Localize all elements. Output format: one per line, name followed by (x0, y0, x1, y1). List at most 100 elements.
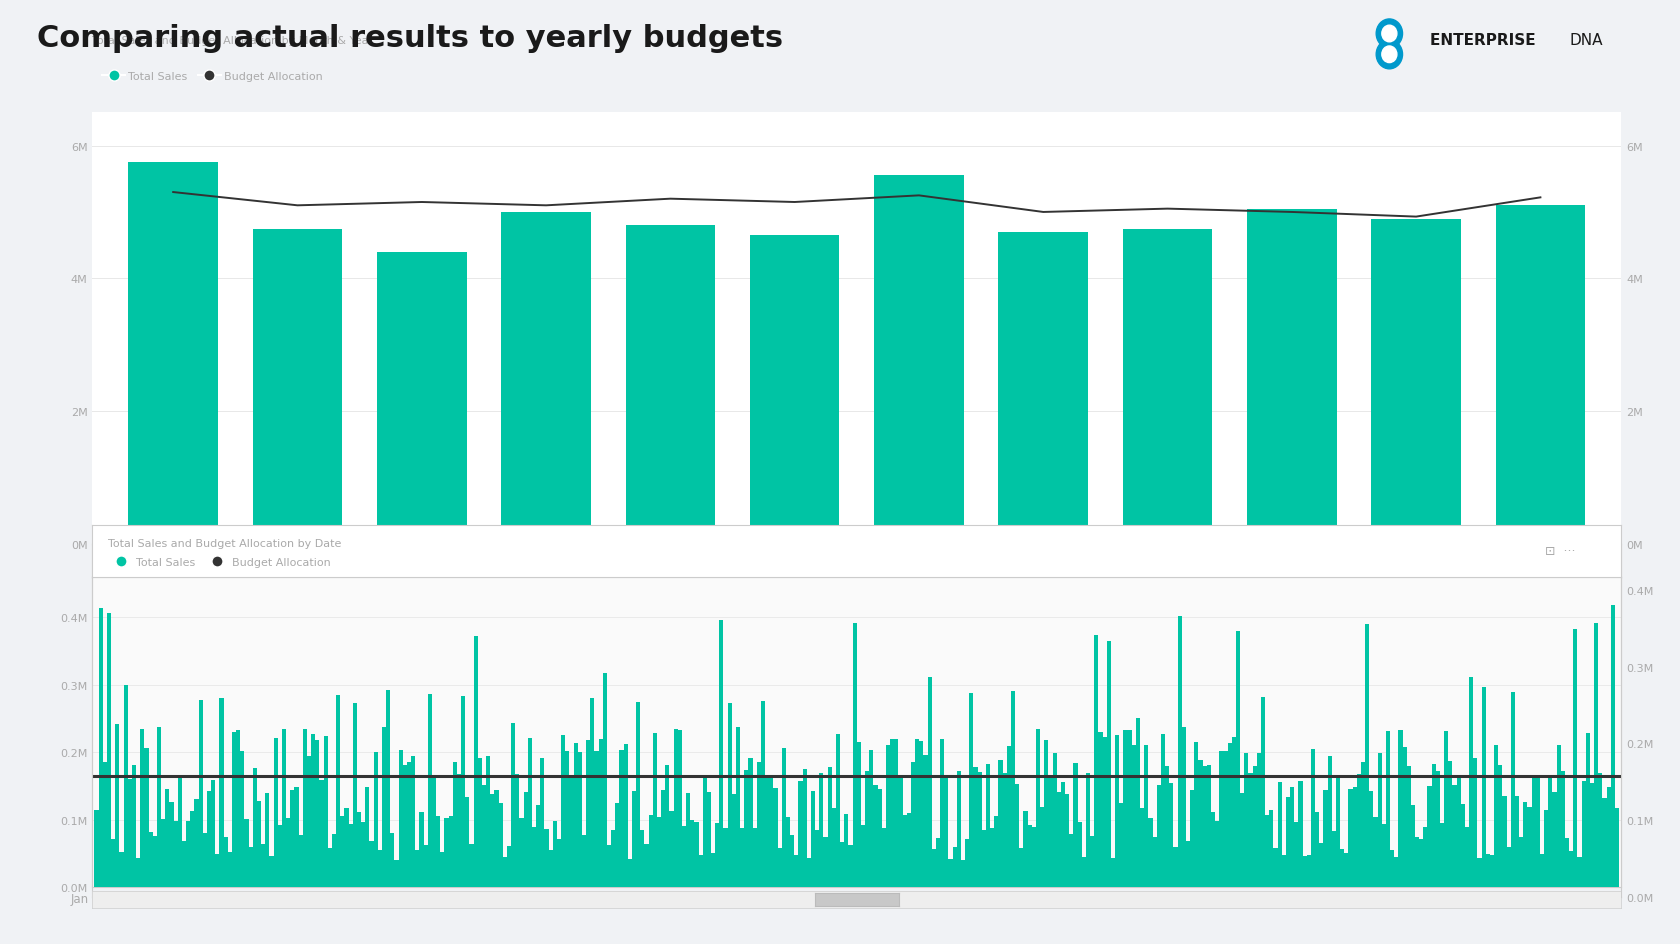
Bar (265, 790, 269, 897)
Bar (190, 810, 195, 897)
Bar (1282, 861, 1285, 897)
Bar (1423, 828, 1428, 897)
Bar (356, 812, 361, 897)
Bar (874, 177, 964, 544)
Bar (111, 842, 116, 897)
Bar (403, 758, 407, 897)
Bar (612, 832, 615, 897)
Bar (1302, 862, 1307, 897)
Bar (1485, 859, 1490, 897)
Bar (625, 226, 716, 544)
Bar (252, 761, 257, 897)
Bar (899, 769, 902, 897)
Bar (798, 776, 803, 897)
Bar (907, 813, 911, 897)
Bar (1236, 605, 1240, 897)
Bar (778, 852, 781, 897)
Bar (815, 832, 820, 897)
Bar (1499, 758, 1502, 897)
Bar (212, 775, 215, 897)
Bar (1247, 210, 1337, 544)
Bar (203, 835, 207, 897)
Bar (1495, 206, 1586, 544)
Bar (1324, 786, 1327, 897)
Bar (457, 768, 460, 897)
Bar (378, 854, 381, 897)
Bar (1315, 811, 1319, 897)
Bar (1403, 738, 1406, 897)
Bar (365, 783, 370, 897)
Bar (1189, 786, 1194, 897)
Bar (1502, 794, 1507, 897)
Bar (511, 711, 516, 897)
Bar (699, 861, 702, 897)
Bar (628, 865, 632, 897)
Bar (1361, 755, 1366, 897)
Bar (237, 718, 240, 897)
Bar (1082, 863, 1085, 897)
Bar (1285, 795, 1290, 897)
Bar (865, 765, 869, 897)
Bar (998, 751, 1003, 897)
Text: Total Sales and Budget Allocation by Date: Total Sales and Budget Allocation by Dat… (108, 538, 341, 548)
Bar (245, 819, 249, 897)
Bar (1569, 855, 1572, 897)
Bar (1482, 669, 1485, 897)
Bar (620, 741, 623, 897)
Bar (1494, 735, 1499, 897)
Bar (173, 821, 178, 897)
Bar (1223, 742, 1228, 897)
Bar (291, 786, 294, 897)
Bar (556, 841, 561, 897)
Bar (361, 823, 365, 897)
Bar (344, 806, 348, 897)
Bar (353, 688, 356, 897)
Bar (719, 593, 724, 897)
Bar (941, 729, 944, 897)
Bar (124, 667, 128, 897)
Bar (324, 725, 328, 897)
Bar (986, 757, 990, 897)
Bar (961, 866, 964, 897)
Bar (1527, 805, 1532, 897)
Bar (702, 773, 707, 897)
Legend: Total Sales, Budget Allocation: Total Sales, Budget Allocation (97, 67, 328, 86)
Bar (1294, 822, 1299, 897)
Bar (348, 824, 353, 897)
Bar (1581, 776, 1586, 897)
Bar (665, 758, 669, 897)
Circle shape (1383, 47, 1396, 63)
Bar (1477, 864, 1482, 897)
Bar (795, 860, 798, 897)
Bar (677, 718, 682, 897)
Bar (136, 863, 141, 897)
Bar (637, 686, 640, 897)
Bar (116, 712, 119, 897)
Bar (927, 657, 932, 897)
Text: Comparing actual results to yearly budgets: Comparing actual results to yearly budge… (37, 24, 783, 53)
Bar (128, 774, 133, 897)
Bar (874, 781, 877, 897)
Bar (603, 653, 606, 897)
Bar (407, 754, 412, 897)
Bar (128, 163, 218, 544)
Bar (228, 856, 232, 897)
Bar (390, 835, 395, 897)
Bar (274, 727, 277, 897)
Bar (1110, 864, 1116, 897)
Bar (1173, 851, 1178, 897)
Bar (1206, 758, 1211, 897)
Bar (924, 747, 927, 897)
Bar (316, 729, 319, 897)
Bar (1394, 862, 1398, 897)
Bar (1057, 789, 1060, 897)
Bar (1468, 657, 1473, 897)
Bar (682, 828, 685, 897)
Bar (119, 857, 124, 897)
Bar (1116, 724, 1119, 897)
Bar (1431, 756, 1436, 897)
Bar (1268, 809, 1273, 897)
Bar (240, 742, 245, 897)
Bar (561, 724, 564, 897)
Bar (370, 845, 373, 897)
